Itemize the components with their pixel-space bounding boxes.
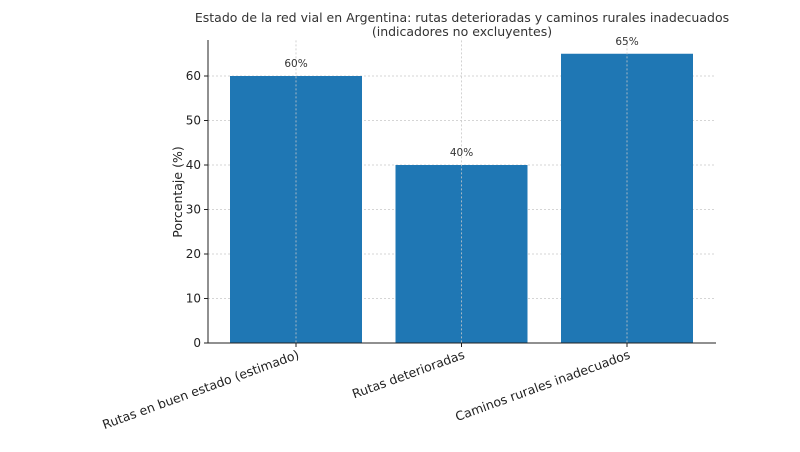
bar-data-label: 65% [615, 36, 638, 48]
chart-title-line1: Estado de la red vial en Argentina: ruta… [195, 10, 729, 25]
bar-data-label: 40% [450, 147, 473, 159]
x-category-label: Caminos rurales inadecuados [453, 347, 632, 424]
y-axis-label: Porcentaje (%) [170, 146, 185, 237]
y-tick-label: 0 [193, 336, 201, 350]
bars-layer [230, 40, 693, 343]
chart-title-line2: (indicadores no excluyentes) [372, 24, 552, 39]
bar-data-label: 60% [284, 58, 307, 70]
y-tick-label: 50 [186, 114, 201, 128]
y-tick-label: 10 [186, 292, 201, 306]
y-tick-label: 60 [186, 69, 201, 83]
y-tick-label: 20 [186, 247, 201, 261]
x-category-label: Rutas en buen estado (estimado) [100, 347, 301, 432]
x-category-label: Rutas deterioradas [350, 347, 466, 402]
y-tick-label: 40 [186, 158, 201, 172]
axes-layer [204, 40, 716, 347]
y-tick-label: 30 [186, 203, 201, 217]
